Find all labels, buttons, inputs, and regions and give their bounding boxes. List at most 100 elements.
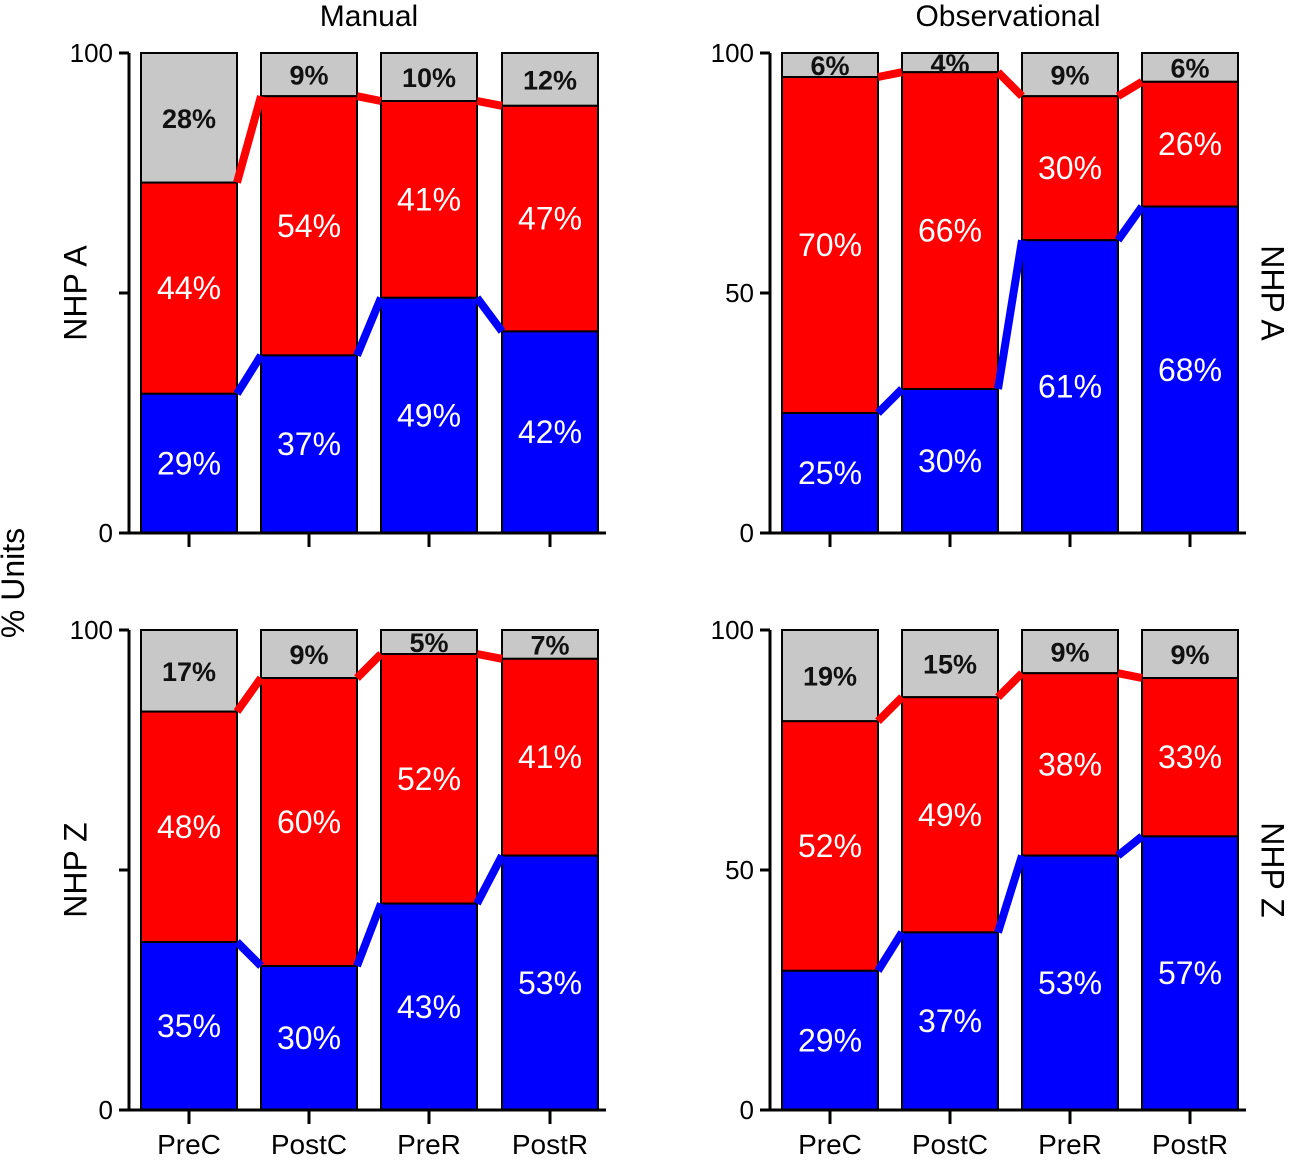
label-red-PreR: 30%: [1038, 150, 1102, 186]
connector-blue-1: [353, 296, 385, 357]
connector-blue-2: [1115, 833, 1145, 859]
bar-gray-PreR: [380, 629, 478, 655]
y-tick-label: 0: [740, 1095, 754, 1125]
bar-red-PostC: [901, 71, 999, 390]
bar-blue-PreC: [781, 969, 879, 1111]
label-gray-PostR: 6%: [1170, 53, 1209, 83]
x-tick-label-PreR: PreR: [1038, 1129, 1102, 1160]
label-blue-PostR: 42%: [518, 414, 582, 450]
label-blue-PreC: 29%: [157, 445, 221, 481]
x-tick-label-PostC: PostC: [912, 1129, 988, 1160]
bar-blue-PostR: [1141, 205, 1239, 534]
connector-red-0: [233, 675, 265, 714]
x-tick-label-PostC: PostC: [271, 1129, 347, 1160]
connector-red-2: [476, 97, 503, 110]
bar-blue-PostR: [501, 854, 599, 1111]
bar-blue-PreR: [380, 902, 478, 1111]
label-gray-PostC: 9%: [289, 640, 328, 670]
bar-blue-PostC: [260, 354, 358, 534]
bar-blue-PreC: [140, 392, 238, 534]
connector-red-1: [356, 92, 382, 105]
label-gray-PreR: 9%: [1050, 61, 1089, 91]
label-gray-PreC: 17%: [162, 657, 216, 687]
label-gray-PostC: 15%: [923, 650, 977, 680]
bar-red-PostR: [501, 104, 599, 333]
connector-red-0: [877, 68, 903, 81]
label-gray-PreR: 5%: [409, 628, 448, 658]
connector-red-0: [233, 95, 265, 184]
connector-blue-0: [874, 930, 906, 973]
label-gray-PreC: 6%: [810, 51, 849, 81]
bar-red-PreR: [380, 653, 478, 905]
bar-gray-PreC: [140, 52, 238, 184]
connector-blue-0: [875, 386, 905, 416]
label-red-PostR: 41%: [518, 739, 582, 775]
label-gray-PreR: 9%: [1050, 638, 1089, 668]
bar-gray-PreC: [140, 629, 238, 713]
bar-gray-PostC: [260, 52, 358, 98]
bar-blue-PreR: [1021, 239, 1119, 534]
label-gray-PreC: 28%: [162, 104, 216, 134]
y-tick-label: 0: [99, 1095, 113, 1125]
connector-red-2: [1117, 669, 1143, 682]
label-gray-PreC: 19%: [803, 662, 857, 692]
bar-blue-PreC: [140, 941, 238, 1111]
label-gray-PostR: 12%: [523, 65, 577, 95]
label-gray-PostC: 9%: [289, 61, 328, 91]
x-tick-label-PreR: PreR: [397, 1129, 461, 1160]
label-gray-PostC: 4%: [930, 49, 969, 79]
bar-red-PreR: [1021, 672, 1119, 857]
connector-blue-2: [473, 853, 506, 906]
bar-blue-PostC: [901, 388, 999, 534]
label-red-PostC: 66%: [918, 213, 982, 249]
y-tick-label: 0: [740, 518, 754, 548]
label-red-PreR: 52%: [397, 761, 461, 797]
panel-title: Observational: [915, 0, 1100, 33]
connector-red-0: [875, 694, 905, 725]
label-blue-PostR: 53%: [518, 965, 582, 1001]
y-tick-label: 100: [711, 615, 754, 645]
x-tick-label-PreC: PreC: [798, 1129, 862, 1160]
label-blue-PostR: 57%: [1158, 955, 1222, 991]
bar-gray-PreC: [781, 52, 879, 78]
label-blue-PreC: 25%: [798, 455, 862, 491]
label-red-PostR: 47%: [518, 201, 582, 237]
panel-title: Manual: [320, 0, 418, 33]
label-blue-PreR: 53%: [1038, 965, 1102, 1001]
bar-blue-PostC: [901, 931, 999, 1112]
bar-blue-PostR: [501, 330, 599, 534]
label-red-PreC: 44%: [157, 270, 221, 306]
connector-blue-1: [994, 239, 1026, 390]
connector-red-1: [354, 651, 384, 681]
label-gray-PostR: 7%: [530, 630, 569, 660]
connector-red-1: [995, 69, 1025, 100]
bar-red-PostR: [1141, 677, 1239, 838]
bar-red-PostC: [901, 696, 999, 934]
connector-blue-2: [1114, 204, 1146, 243]
y-tick-label: 100: [70, 615, 113, 645]
label-red-PostC: 60%: [277, 804, 341, 840]
connector-red-2: [476, 650, 503, 663]
label-red-PostR: 26%: [1158, 126, 1222, 162]
label-gray-PostR: 9%: [1170, 640, 1209, 670]
label-blue-PreR: 49%: [397, 397, 461, 433]
x-tick-label-PostR: PostR: [512, 1129, 588, 1160]
bar-red-PreC: [781, 76, 879, 414]
label-blue-PreC: 35%: [157, 1008, 221, 1044]
connector-blue-0: [234, 939, 264, 969]
connector-blue-1: [353, 902, 385, 968]
bar-gray-PostR: [1141, 629, 1239, 679]
label-blue-PreR: 61%: [1038, 369, 1102, 405]
connector-blue-0: [233, 353, 265, 396]
label-blue-PostR: 68%: [1158, 352, 1222, 388]
y-tick-label: 100: [70, 38, 113, 68]
row-label: NHP Z: [1255, 822, 1291, 917]
bar-red-PreR: [380, 100, 478, 299]
bar-blue-PostR: [1141, 835, 1239, 1112]
label-red-PreC: 48%: [157, 809, 221, 845]
y-axis-label: % Units: [0, 528, 31, 638]
label-gray-PreR: 10%: [402, 63, 456, 93]
y-tick-label: 100: [711, 38, 754, 68]
connector-blue-2: [473, 295, 506, 334]
